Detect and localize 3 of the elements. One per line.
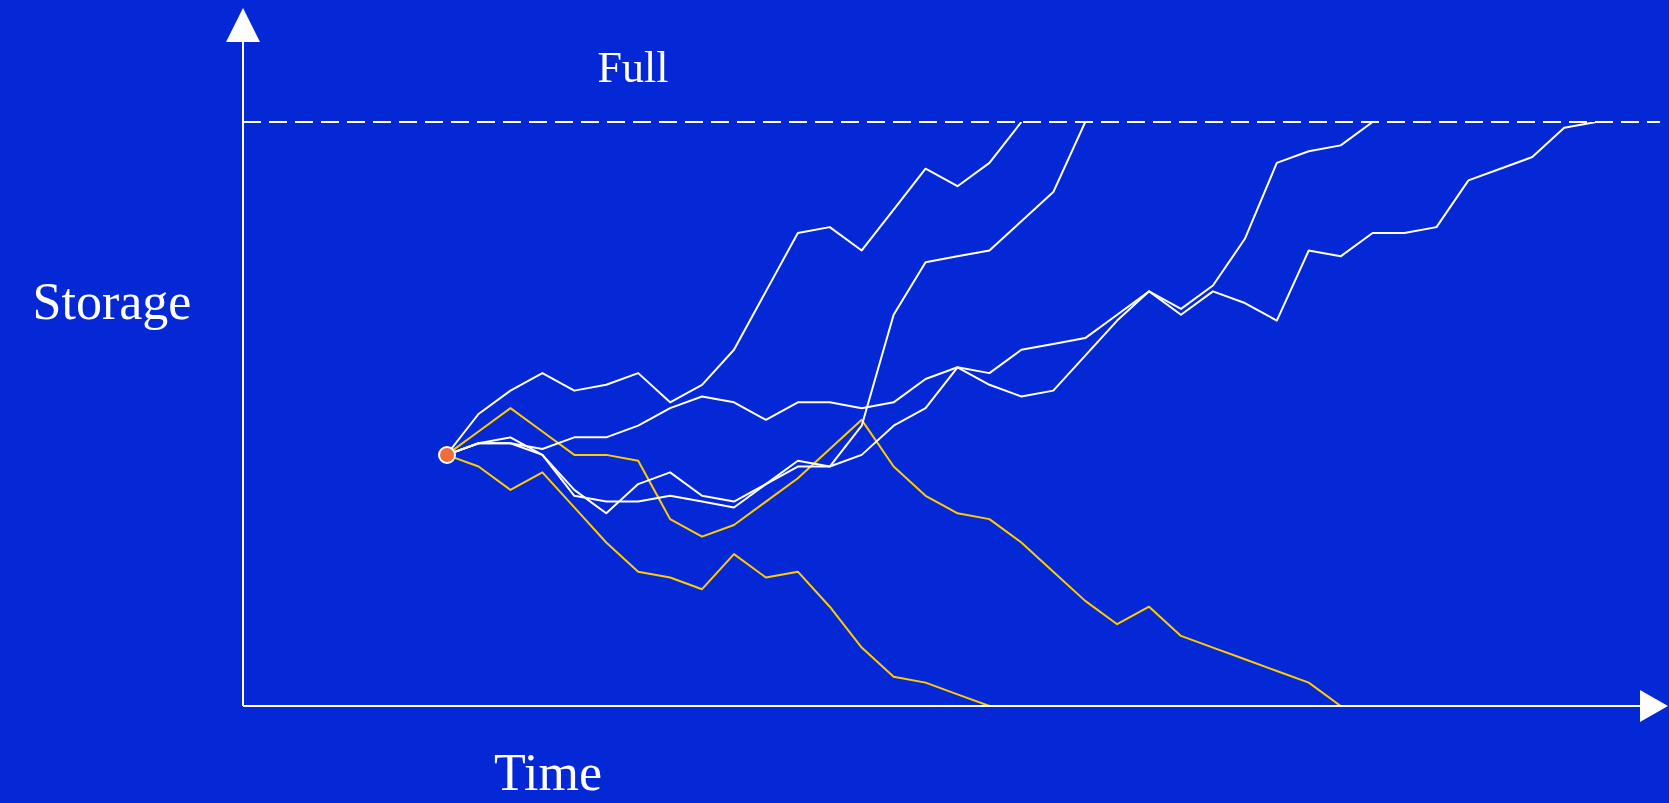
- ref-line-label: Full: [597, 43, 669, 92]
- y-axis-title: Storage: [32, 272, 192, 330]
- x-axis-title: Time: [494, 743, 602, 801]
